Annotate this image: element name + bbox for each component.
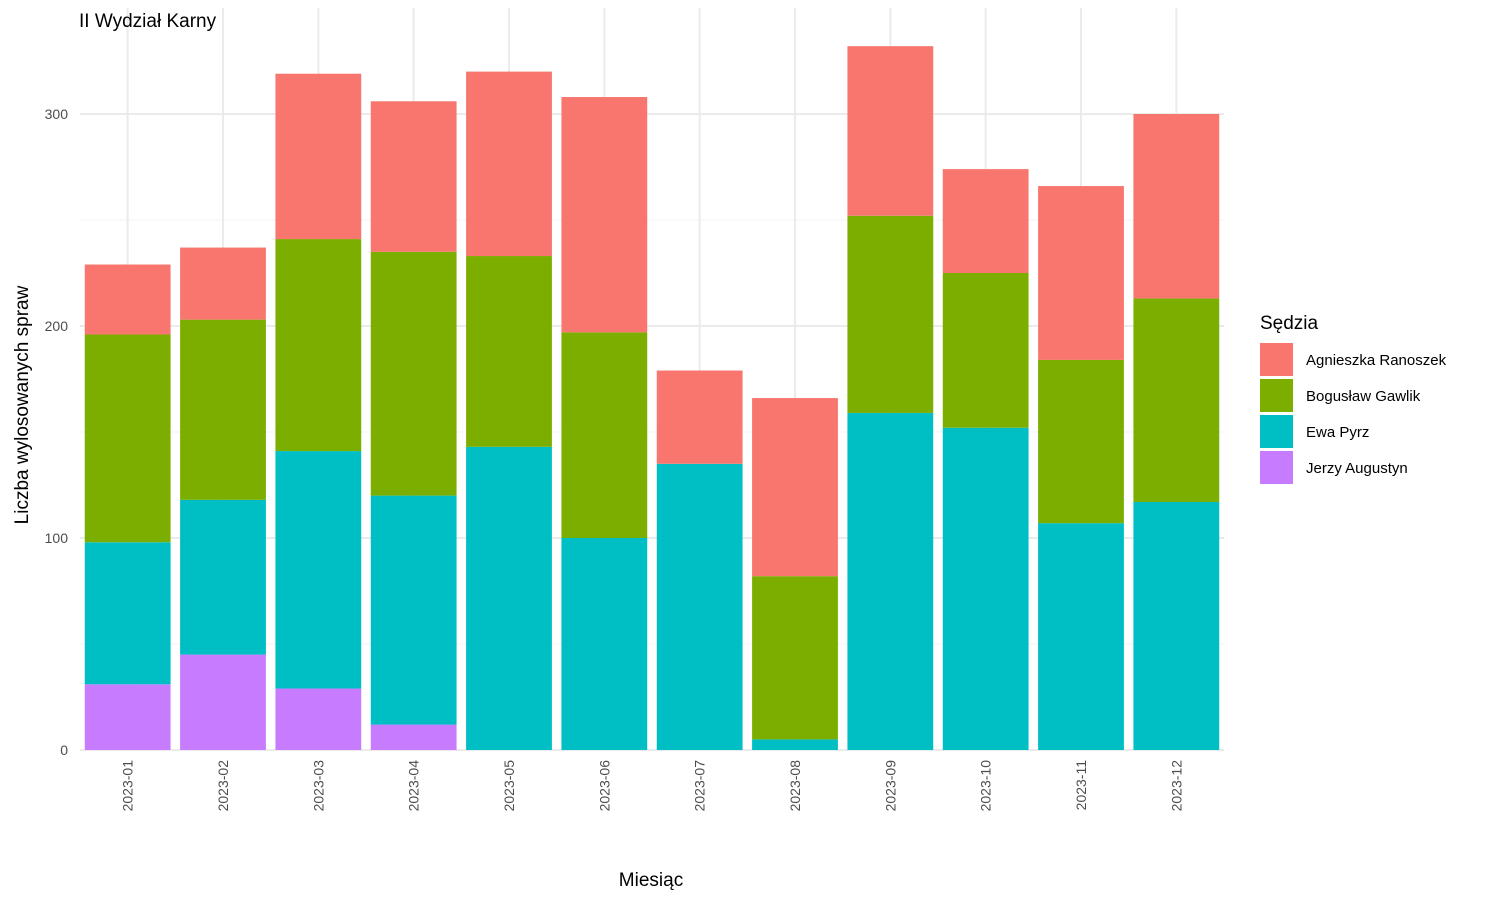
bar-segment <box>752 398 838 577</box>
bar-segment <box>1133 114 1220 299</box>
bar-segment <box>847 215 934 413</box>
bar-segment <box>1038 359 1124 524</box>
bars-layer <box>84 46 1220 750</box>
x-tick-label: 2023-03 <box>310 760 326 812</box>
bar-segment <box>370 724 457 750</box>
x-tick-label: 2023-10 <box>978 760 994 812</box>
bar-segment <box>466 71 552 257</box>
bar-segment <box>275 73 362 240</box>
bar-segment <box>752 576 838 740</box>
bar-segment <box>942 273 1029 428</box>
bar-segment <box>466 446 552 750</box>
bar-segment <box>656 463 743 750</box>
bar-segment <box>561 332 648 538</box>
bar-segment <box>370 251 457 496</box>
x-tick-label: 2023-01 <box>120 760 136 812</box>
legend-label: Bogusław Gawlik <box>1306 388 1421 405</box>
y-tick-label: 0 <box>60 742 68 758</box>
y-tick-label: 300 <box>45 106 69 122</box>
bar-segment <box>561 538 648 750</box>
bar-segment <box>466 256 552 447</box>
bar-segment <box>180 319 266 500</box>
legend-key <box>1260 379 1293 412</box>
x-tick-label: 2023-08 <box>787 760 803 812</box>
bar-segment <box>1038 523 1124 750</box>
bar-segment <box>84 264 171 335</box>
x-tick-label: 2023-06 <box>596 760 612 812</box>
legend: Sędzia Agnieszka Ranoszek Bogusław Gawlik… <box>1260 313 1447 484</box>
x-tick-label: 2023-12 <box>1168 760 1184 812</box>
bar-segment <box>84 334 171 543</box>
ticks-layer: 0 100 200 300 2023-01 2023-02 2023-03 2023-04 20… <box>45 106 1185 811</box>
legend-key <box>1260 415 1293 448</box>
x-tick-label: 2023-09 <box>882 760 898 812</box>
x-tick-label: 2023-02 <box>215 760 231 812</box>
bar-segment <box>561 97 648 333</box>
bar-segment <box>180 499 266 655</box>
legend-title: Sędzia <box>1260 313 1319 334</box>
bar-segment <box>84 542 171 685</box>
x-tick-label: 2023-04 <box>406 760 422 812</box>
legend-label: Agnieszka Ranoszek <box>1306 352 1447 369</box>
x-tick-label: 2023-05 <box>501 760 517 812</box>
x-tick-label: 2023-11 <box>1073 760 1089 811</box>
bar-segment <box>847 46 934 216</box>
bar-segment <box>84 684 171 750</box>
bar-segment <box>370 495 457 725</box>
y-tick-label: 200 <box>45 318 69 334</box>
bar-segment <box>1133 501 1220 750</box>
bar-segment <box>180 247 266 320</box>
bar-segment <box>1038 186 1124 360</box>
bar-segment <box>656 370 743 464</box>
y-tick-label: 100 <box>45 530 69 546</box>
x-tick-label: 2023-07 <box>692 760 708 812</box>
legend-key <box>1260 451 1293 484</box>
bar-segment <box>275 451 362 689</box>
x-axis-title: Miesiąc <box>619 870 683 891</box>
bar-segment <box>1133 298 1220 502</box>
chart-title: II Wydział Karny <box>79 11 217 32</box>
bar-segment <box>942 169 1029 273</box>
bar-segment <box>180 654 266 750</box>
bar-segment <box>370 101 457 252</box>
bar-segment <box>847 412 934 750</box>
legend-key <box>1260 343 1293 376</box>
legend-label: Jerzy Augustyn <box>1306 460 1408 477</box>
y-axis-title: Liczba wylosowanych spraw <box>12 285 33 524</box>
bar-segment <box>752 739 838 750</box>
bar-segment <box>275 688 362 750</box>
bar-segment <box>942 427 1029 750</box>
legend-label: Ewa Pyrz <box>1306 424 1369 441</box>
bar-segment <box>275 239 362 452</box>
